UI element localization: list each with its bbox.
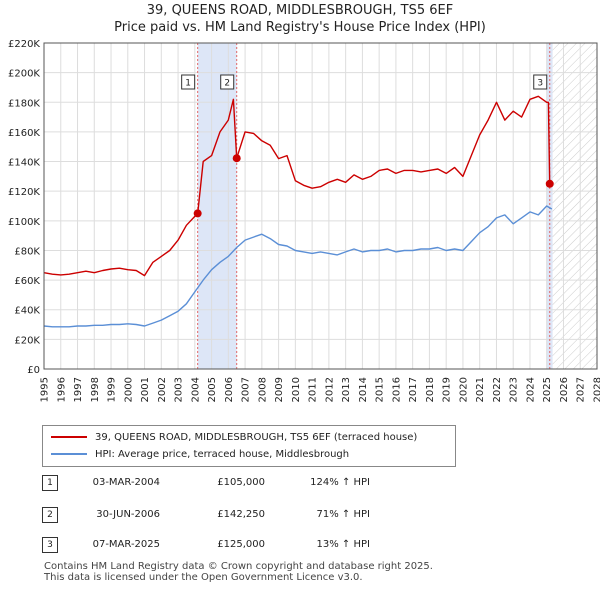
chart-title: 39, QUEENS ROAD, MIDDLESBROUGH, TS5 6EF [146,3,454,18]
transaction-date: 30-JUN-2006 [96,509,160,520]
legend-swatch-hpi [51,453,87,455]
x-tick-label: 2018 [425,377,436,402]
y-tick-label: £80K [14,246,40,257]
legend-item-hpi: HPI: Average price, terraced house, Midd… [51,447,349,461]
x-tick-label: 2014 [358,377,369,402]
y-tick-label: £140K [8,158,40,169]
sale-number-label: 3 [537,79,543,89]
y-tick-label: £160K [8,128,40,139]
x-tick-label: 2024 [525,377,536,402]
x-tick-label: 2001 [140,377,151,402]
plot-frame [43,42,598,370]
highlight-span [197,43,237,369]
y-tick-label: £40K [14,306,40,317]
x-tick-label: 2017 [408,377,419,402]
price-chart: £0 £20K £40K £60K £80K £100K £120K £140K £160K £1… [8,39,600,402]
transaction-price: £142,250 [217,509,265,520]
sale-point [193,209,202,218]
footer-line-1: Contains HM Land Registry data © Crown c… [44,561,433,572]
sale-point [232,154,241,163]
footer-attribution: Contains HM Land Registry data © Crown c… [44,561,433,583]
x-tick-label: 2000 [123,377,134,402]
transaction-row: 2 30-JUN-2006 £142,250 71% ↑ HPI [0,507,600,525]
transaction-number: 1 [42,475,58,491]
sale-number-box [181,74,196,90]
y-tick-label: £220K [8,39,40,50]
transaction-row: 3 07-MAR-2025 £125,000 13% ↑ HPI [0,537,600,555]
x-tick-label: 2013 [341,377,352,402]
transaction-row: 1 03-MAR-2004 £105,000 124% ↑ HPI [0,475,600,493]
x-tick-label: 2022 [492,377,503,402]
x-tick-label: 2026 [559,377,570,402]
x-tick-label: 2007 [241,377,252,402]
x-tick-label: 2010 [291,377,302,402]
transaction-hpi: 124% ↑ HPI [310,477,370,488]
y-tick-label: £120K [8,187,40,198]
transaction-number: 2 [42,507,58,523]
chart-legend: 39, QUEENS ROAD, MIDDLESBROUGH, TS5 6EF … [42,425,456,467]
transaction-date: 03-MAR-2004 [92,477,160,488]
x-tick-label: 2015 [375,377,386,402]
highlight-span [546,43,553,369]
sale-point [545,179,554,188]
legend-label-property: 39, QUEENS ROAD, MIDDLESBROUGH, TS5 6EF … [95,431,418,443]
x-tick-label: 2028 [593,377,600,402]
x-tick-label: 2004 [190,377,201,402]
x-tick-label: 2006 [224,377,235,402]
x-tick-label: 2027 [576,377,587,402]
transaction-number: 3 [42,537,58,553]
y-tick-label: £60K [14,276,40,287]
sale-number-label: 1 [185,79,191,89]
x-tick-label: 1997 [73,377,84,402]
sale-number-box [220,74,235,90]
x-tick-label: 2023 [509,377,520,402]
x-tick-label: 2021 [475,377,486,402]
future-hatch [552,43,597,369]
y-tick-label: £0 [27,365,40,376]
transaction-price: £105,000 [217,477,265,488]
y-tick-label: £200K [8,69,40,80]
footer-line-2: This data is licensed under the Open Gov… [44,572,363,583]
chart-subtitle: Price paid vs. HM Land Registry's House … [114,20,486,35]
transaction-hpi: 13% ↑ HPI [316,539,370,550]
x-tick-label: 2005 [207,377,218,402]
transaction-hpi: 71% ↑ HPI [316,509,370,520]
x-tick-label: 1995 [40,377,51,402]
x-tick-label: 2016 [391,377,402,402]
x-tick-label: 2012 [324,377,335,402]
hpi-line [43,205,553,328]
legend-label-hpi: HPI: Average price, terraced house, Midd… [95,448,350,460]
property-price-line [43,95,553,277]
x-tick-label: 2025 [542,377,553,402]
legend-swatch-property [51,436,87,438]
x-tick-label: 2003 [174,377,185,402]
plot-area [44,43,597,369]
x-tick-label: 2009 [274,377,285,402]
x-tick-label: 2020 [458,377,469,402]
x-tick-label: 1998 [90,377,101,402]
sale-number-label: 2 [224,79,230,89]
y-tick-label: £100K [8,217,40,228]
transaction-price: £125,000 [217,539,265,550]
x-tick-label: 1999 [107,377,118,402]
transaction-date: 07-MAR-2025 [92,539,160,550]
legend-item-property: 39, QUEENS ROAD, MIDDLESBROUGH, TS5 6EF … [51,430,417,444]
x-tick-label: 2002 [157,377,168,402]
x-tick-label: 2008 [257,377,268,402]
x-tick-label: 1996 [56,377,67,402]
x-tick-label: 2019 [442,377,453,402]
x-tick-label: 2011 [308,377,319,402]
sale-number-box [533,74,548,90]
y-tick-label: £180K [8,98,40,109]
y-tick-label: £20K [14,335,40,346]
